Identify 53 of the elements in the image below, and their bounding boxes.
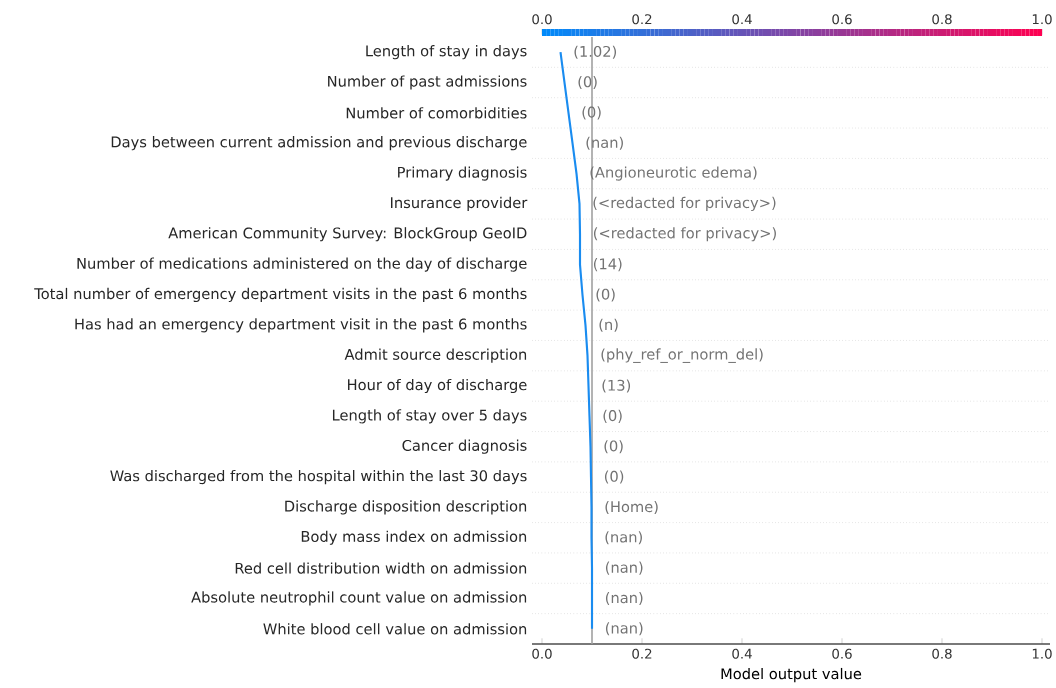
x-tick-label: 0.8 <box>932 648 952 659</box>
y-tick-label: Primary diagnosis <box>398 166 527 181</box>
y-tick-label: Cancer diagnosis <box>402 439 527 454</box>
x-tick-label: 0.4 <box>732 648 752 659</box>
annotation: (nan) <box>605 561 643 575</box>
y-tick-label: Length of stay in days <box>366 45 527 60</box>
y-tick-label: Hour of day of discharge <box>348 378 527 394</box>
x-tick-label: 0.6 <box>832 648 852 659</box>
annotation: (0) <box>604 440 623 454</box>
y-tick-label: Total number of emergency department visits in the past 6 months <box>34 287 527 303</box>
annotation: (nan) <box>605 531 642 545</box>
annotation: (Angioneurotic edema) <box>590 166 757 181</box>
x-tick-label: 1.0 <box>1032 648 1052 659</box>
x-axis-title: Model output value <box>721 667 862 683</box>
annotation: (0) <box>603 409 622 423</box>
y-tick-label: Red cell distribution width on admission <box>235 562 527 574</box>
annotation: (0) <box>604 470 624 484</box>
annotation: (1.02) <box>574 45 617 59</box>
annotation: (0) <box>596 288 615 302</box>
y-tick-label: Number of past admissions <box>328 75 527 90</box>
y-tick-label: Insurance provider <box>391 196 528 212</box>
y-tick-label: Admit source description <box>344 348 527 363</box>
annotation: (nan) <box>605 591 643 605</box>
color-bar-label: 1.0 <box>1032 14 1052 25</box>
y-tick-label: White blood cell value on admission <box>263 623 527 635</box>
y-tick-label: Length of stay over 5 days <box>332 409 527 424</box>
x-tick-label: 0.2 <box>632 648 652 659</box>
x-tick-label: 0.0 <box>532 648 552 659</box>
y-tick-label: Discharge disposition description <box>285 500 527 515</box>
annotation: (Home) <box>605 500 658 514</box>
annotation: (n) <box>599 318 618 332</box>
color-bar-label: 0.4 <box>732 14 752 25</box>
y-tick-label: Number of comorbidities <box>346 107 527 119</box>
color-bar-label: 0.6 <box>832 14 852 25</box>
color-bar-label: 0.8 <box>932 14 952 25</box>
annotation: (<redacted for privacy>) <box>593 227 776 242</box>
y-tick-label: American Community Survey: BlockGroup GeoID <box>168 227 527 242</box>
y-tick-label: Body mass index on admission <box>301 530 527 545</box>
annotation: (phy_ref_or_norm_del) <box>601 348 763 363</box>
annotation: (0) <box>582 106 601 120</box>
y-tick-label: Days between current admission and previous discharge <box>111 136 527 151</box>
color-bar-label: 0.2 <box>632 14 652 25</box>
annotation: (<redacted for privacy>) <box>593 196 776 212</box>
color-bar-label: 0.0 <box>532 14 552 25</box>
annotation: (0) <box>578 75 597 90</box>
annotation: (13) <box>602 379 631 393</box>
annotation: (nan) <box>586 136 623 150</box>
y-tick-label: Was discharged from the hospital within the last 30 days <box>110 469 527 485</box>
annotation: (14) <box>593 258 622 272</box>
y-tick-label: Absolute neutrophil count value on admission <box>191 591 527 606</box>
annotation: (nan) <box>605 622 643 636</box>
y-tick-label: Has had an emergency department visit in the past 6 months <box>75 318 527 333</box>
y-tick-label: Number of medications administered on the day of discharge <box>77 257 527 272</box>
